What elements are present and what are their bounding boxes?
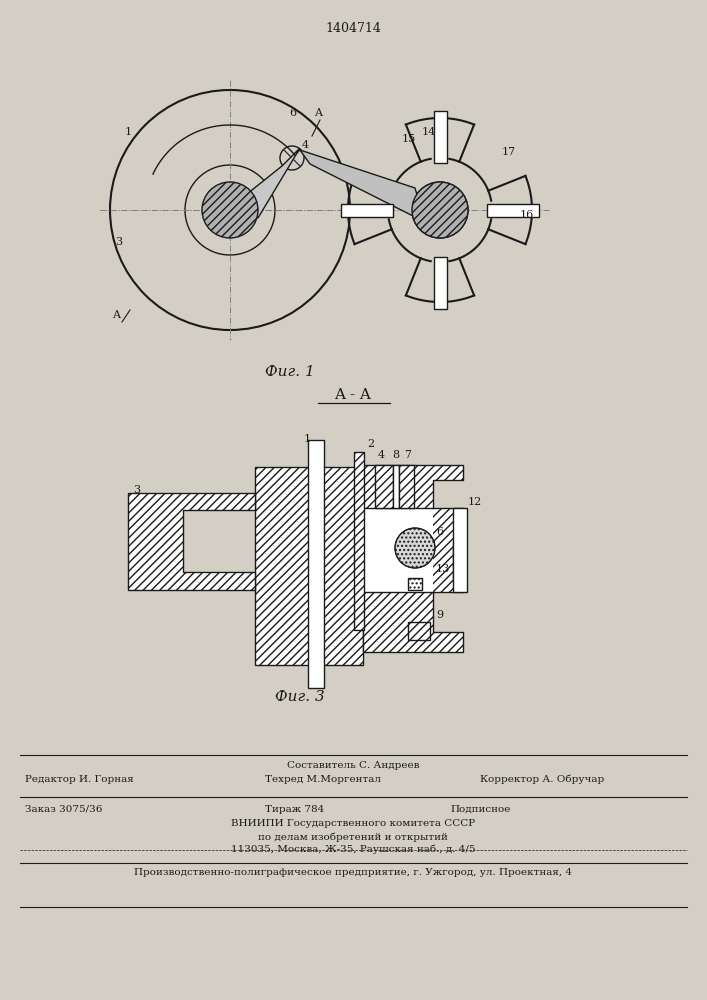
Bar [408,622,430,640]
Bar [363,508,433,592]
Text: 6: 6 [289,108,296,118]
Text: 4: 4 [302,140,309,150]
Text: Производственно-полиграфическое предприятие, г. Ужгород, ул. Проектная, 4: Производственно-полиграфическое предприя… [134,868,572,877]
Text: 16: 16 [520,210,534,220]
Text: 1: 1 [304,434,311,444]
Polygon shape [300,150,425,222]
Circle shape [412,182,468,238]
Text: 8: 8 [392,450,399,460]
Circle shape [395,528,435,568]
Text: 9: 9 [436,610,443,620]
Bar [308,440,324,688]
Text: 3: 3 [115,237,122,247]
Text: Редактор И. Горная: Редактор И. Горная [25,775,134,784]
Text: 1: 1 [125,127,132,137]
Text: 4: 4 [378,450,385,460]
Circle shape [202,182,258,238]
Polygon shape [433,111,447,163]
Text: 13: 13 [436,564,450,574]
Text: A - A: A - A [334,388,371,402]
Text: Тираж 784: Тираж 784 [265,805,325,814]
Text: 17: 17 [502,147,516,157]
Text: Подписное: Подписное [450,805,510,814]
Text: 12: 12 [468,497,482,507]
Text: 113035, Москва, Ж-35, Раушская наб., д. 4/5: 113035, Москва, Ж-35, Раушская наб., д. … [230,845,475,854]
Bar [375,465,393,508]
Polygon shape [433,257,447,309]
Polygon shape [363,465,463,652]
Text: 7: 7 [404,450,411,460]
Text: Корректор А. Обручар: Корректор А. Обручар [480,775,604,784]
Text: 3: 3 [133,485,140,495]
Text: по делам изобретений и открытий: по делам изобретений и открытий [258,832,448,842]
Bar [453,508,467,592]
Bar [408,578,422,590]
Bar [375,465,393,508]
Text: Фиг. 1: Фиг. 1 [265,365,315,379]
Bar [408,622,430,640]
Bar [408,578,422,590]
Text: Заказ 3075/36: Заказ 3075/36 [25,805,103,814]
Polygon shape [128,493,255,590]
Text: A: A [314,108,322,118]
Text: 1404714: 1404714 [325,22,381,35]
Text: 6: 6 [436,527,443,537]
Text: 2: 2 [367,439,374,449]
Bar [399,465,414,508]
Bar [354,452,364,630]
Polygon shape [242,148,300,218]
Text: 14: 14 [422,127,436,137]
Polygon shape [487,204,539,217]
Text: Фиг. 3: Фиг. 3 [275,690,325,704]
Bar [255,467,363,665]
Polygon shape [341,204,393,217]
Bar [255,467,363,665]
Circle shape [412,182,468,238]
Text: ВНИИПИ Государственного комитета СССР: ВНИИПИ Государственного комитета СССР [231,819,475,828]
Text: 15: 15 [402,134,416,144]
Text: A: A [112,310,120,320]
Bar [399,465,414,508]
Bar [354,452,364,630]
Text: Техред М.Моргентал: Техред М.Моргентал [265,775,381,784]
Bar [393,465,399,508]
Text: Составитель С. Андреев: Составитель С. Андреев [287,761,419,770]
